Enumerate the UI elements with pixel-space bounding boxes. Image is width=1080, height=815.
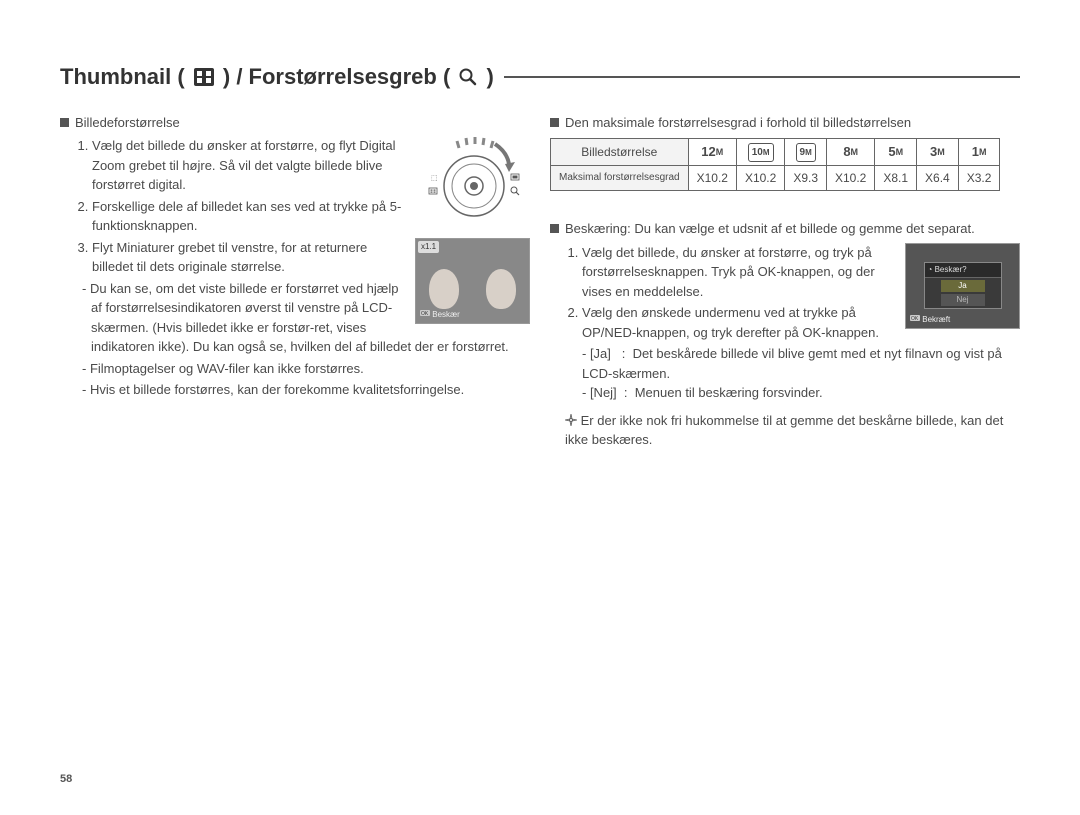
ok-confirm-label: OK Bekræft xyxy=(910,314,950,326)
crop-opt-ja: - [Ja] : Det beskårede billede vil blive… xyxy=(582,344,1020,383)
svg-text:⬚: ⬚ xyxy=(431,175,438,182)
size-12m: 12M xyxy=(688,139,736,166)
crop-option-yes: Ja xyxy=(941,280,985,292)
crop-dialog-title: ◔ Beskær? xyxy=(925,263,1001,278)
table-label-ratio: Maksimal forstørrelsesgrad xyxy=(551,166,689,191)
ratio-6: X3.2 xyxy=(958,166,1000,191)
magnify-icon xyxy=(459,62,477,95)
reference-mark-icon xyxy=(565,412,577,424)
page-title-row: Thumbnail ( ) / Forstørrelsesgreb ( ) xyxy=(60,60,1020,95)
bullet-square-icon xyxy=(550,224,559,233)
ratio-0: X10.2 xyxy=(688,166,736,191)
left-heading: Billedeforstørrelse xyxy=(75,113,180,133)
zoom-indicator-badge: x1.1 xyxy=(418,241,439,253)
size-8m: 8M xyxy=(827,139,875,166)
title-underline xyxy=(504,76,1020,78)
zoom-ratio-table: Billedstørrelse 12M 10M 9M 8M 5M 3M 1M M… xyxy=(550,138,1000,191)
title-part1: Thumbnail ( xyxy=(60,64,191,89)
size-3m: 3M xyxy=(917,139,959,166)
title-part2: ) / Forstørrelsesgreb ( xyxy=(223,64,457,89)
size-9m-wide: 9M xyxy=(785,139,827,166)
bullet-square-icon xyxy=(550,118,559,127)
zoom-wheel-diagram: ⬚ xyxy=(415,136,530,227)
thumbnail-icon xyxy=(194,62,214,95)
svg-text:OK: OK xyxy=(911,316,919,321)
crop-opt-nej: - [Nej] : Menuen til beskæring forsvinde… xyxy=(582,383,1020,403)
memory-footnote: Er der ikke nok fri hukommelse til at ge… xyxy=(565,411,1020,450)
ratio-5: X6.4 xyxy=(917,166,959,191)
ratio-4: X8.1 xyxy=(875,166,917,191)
ratio-1: X10.2 xyxy=(736,166,784,191)
crop-confirm-dialog: ◔ Beskær? Ja Nej xyxy=(924,262,1002,309)
right-table-heading: Den maksimale forstørrelsesgrad i forhol… xyxy=(565,113,911,133)
left-dash-3: - Hvis et billede forstørres, kan der fo… xyxy=(82,380,530,400)
left-column: Billedeforstørrelse xyxy=(60,113,530,450)
ok-trim-label: OK Beskær xyxy=(420,309,460,321)
crop-menu-screenshot: ◔ Beskær? Ja Nej OK Bekræft xyxy=(905,243,1020,329)
crop-heading: Beskæring: Du kan vælge et udsnit af et … xyxy=(565,219,975,239)
table-label-size: Billedstørrelse xyxy=(551,139,689,166)
bullet-square-icon xyxy=(60,118,69,127)
size-10m-wide: 10M xyxy=(736,139,784,166)
ratio-2: X9.3 xyxy=(785,166,827,191)
page-number: 58 xyxy=(60,771,72,788)
page-title: Thumbnail ( ) / Forstørrelsesgreb ( ) xyxy=(60,60,494,95)
size-1m: 1M xyxy=(958,139,1000,166)
left-dash-2: - Filmoptagelser og WAV-filer kan ikke f… xyxy=(82,359,530,379)
crop-option-no: Nej xyxy=(941,294,985,306)
title-part3: ) xyxy=(487,64,494,89)
preview-screenshot: x1.1 OK Beskær xyxy=(415,238,530,324)
ratio-3: X10.2 xyxy=(827,166,875,191)
size-5m: 5M xyxy=(875,139,917,166)
right-column: Den maksimale forstørrelsesgrad i forhol… xyxy=(550,113,1020,450)
svg-text:OK: OK xyxy=(421,311,429,316)
